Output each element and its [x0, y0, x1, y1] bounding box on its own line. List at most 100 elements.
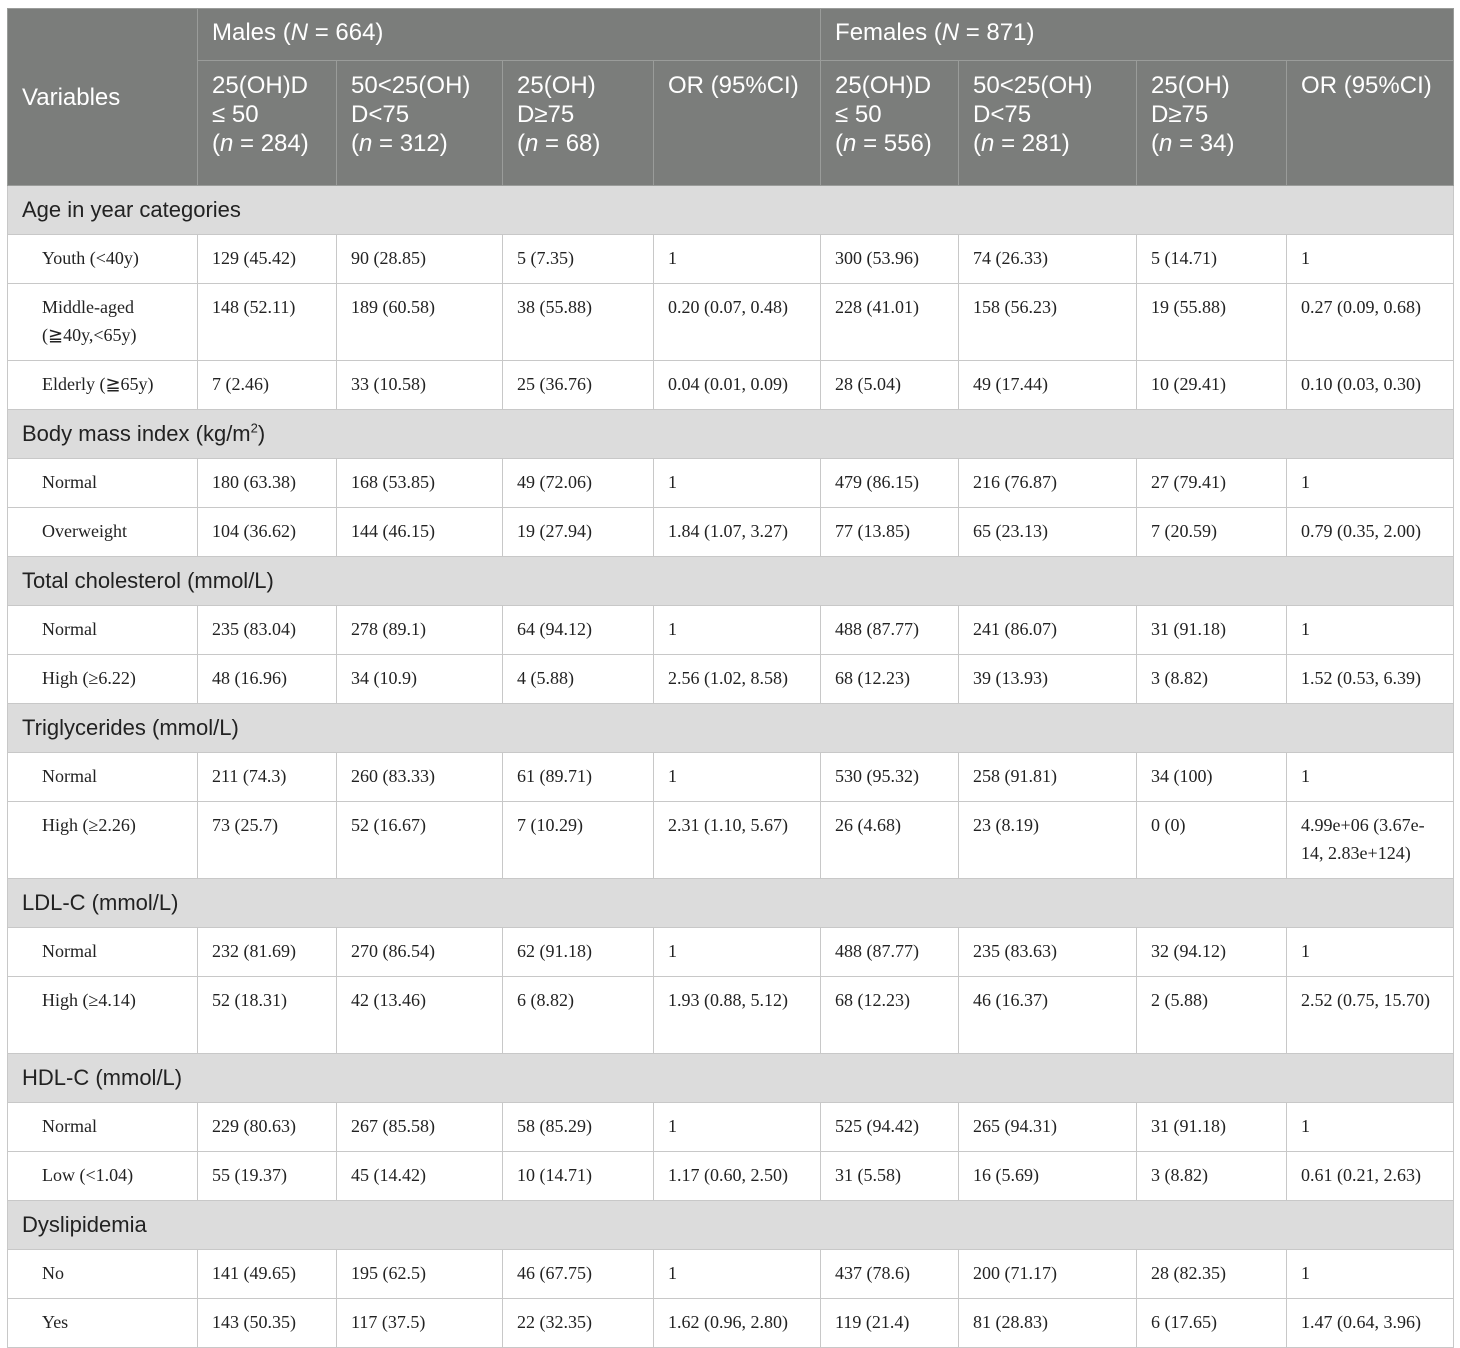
table-cell: 0.10 (0.03, 0.30): [1286, 360, 1455, 410]
table-cell: 189 (60.58): [336, 283, 503, 361]
table-cell: 241 (86.07): [958, 605, 1138, 655]
table-cell: 55 (19.37): [197, 1151, 337, 1201]
group-title: Triglycerides (mmol/L): [6, 703, 1455, 753]
group-title: Age in year categories: [6, 185, 1455, 235]
table-cell: 0 (0): [1136, 801, 1288, 879]
table-cell: 0.27 (0.09, 0.68): [1286, 283, 1455, 361]
group-title: Total cholesterol (mmol/L): [6, 556, 1455, 606]
table-cell: 148 (52.11): [197, 283, 337, 361]
table-cell: 6 (17.65): [1136, 1298, 1288, 1348]
group-row: LDL-C (mmol/L): [6, 878, 1455, 928]
table-cell: 1: [652, 752, 822, 802]
group-row: Dyslipidemia: [6, 1200, 1455, 1250]
table-cell: 19 (55.88): [1136, 283, 1288, 361]
table-cell: 2 (5.88): [1136, 976, 1288, 1054]
table-cell: 200 (71.17): [958, 1249, 1138, 1299]
table-cell: 488 (87.77): [820, 927, 960, 977]
row-label: Normal: [7, 605, 198, 655]
table-cell: 235 (83.04): [197, 605, 337, 655]
group-title: Body mass index (kg/m2): [6, 409, 1455, 459]
table-row: Youth (<40y) 129 (45.42) 90 (28.85) 5 (7.35…: [7, 234, 1455, 284]
table-row: Elderly (≧65y) 7 (2.46) 33 (10.58) 25 (36.7…: [7, 360, 1455, 410]
table-cell: 530 (95.32): [820, 752, 960, 802]
table-cell: 143 (50.35): [197, 1298, 337, 1348]
table-cell: 211 (74.3): [197, 752, 337, 802]
group-title: Dyslipidemia: [6, 1200, 1455, 1250]
group-title: HDL-C (mmol/L): [6, 1053, 1455, 1103]
table-cell: 7 (20.59): [1136, 507, 1288, 557]
table-cell: 141 (49.65): [197, 1249, 337, 1299]
males-header: Males (N = 664): [196, 8, 822, 61]
table-cell: 5 (7.35): [502, 234, 654, 284]
table-header: Variables Males (N = 664) Females (N = 8…: [7, 8, 1455, 186]
table-cell: 437 (78.6): [820, 1249, 960, 1299]
table-cell: 0.20 (0.07, 0.48): [652, 283, 822, 361]
table-cell: 1: [1286, 752, 1455, 802]
table-cell: 22 (32.35): [502, 1298, 654, 1348]
table-cell: 81 (28.83): [958, 1298, 1138, 1348]
table-cell: 1: [1286, 1102, 1455, 1152]
table-row: High (≥2.26) 73 (25.7) 52 (16.67) 7 (10.29)…: [7, 801, 1455, 879]
table-cell: 4.99e+06 (3.67e-14, 2.83e+124): [1286, 801, 1455, 879]
row-label: High (≥4.14): [7, 976, 198, 1054]
table-cell: 1: [652, 234, 822, 284]
table-cell: 10 (14.71): [502, 1151, 654, 1201]
table-cell: 32 (94.12): [1136, 927, 1288, 977]
subcolumn-header: 25(OH)D ≤ 50 (n = 284): [197, 60, 337, 186]
table-row: Normal 232 (81.69) 270 (86.54) 62 (91.18) 1 4…: [7, 927, 1455, 977]
table-cell: 77 (13.85): [820, 507, 960, 557]
table-row: Low (<1.04) 55 (19.37) 45 (14.42) 10 (14.71…: [7, 1151, 1455, 1201]
females-header: Females (N = 871): [820, 8, 1455, 61]
subcolumn-header: OR (95%CI): [1286, 60, 1455, 186]
table-cell: 0.79 (0.35, 2.00): [1286, 507, 1455, 557]
table-cell: 229 (80.63): [197, 1102, 337, 1152]
table-cell: 232 (81.69): [197, 927, 337, 977]
table-cell: 65 (23.13): [958, 507, 1138, 557]
table-cell: 27 (79.41): [1136, 458, 1288, 508]
table-cell: 42 (13.46): [336, 976, 503, 1054]
subcolumn-header: OR (95%CI): [652, 60, 822, 186]
table-cell: 3 (8.82): [1136, 1151, 1288, 1201]
table-cell: 270 (86.54): [336, 927, 503, 977]
table-cell: 1: [652, 458, 822, 508]
row-label: Elderly (≧65y): [7, 360, 198, 410]
table-cell: 45 (14.42): [336, 1151, 503, 1201]
table-cell: 34 (100): [1136, 752, 1288, 802]
table-cell: 25 (36.76): [502, 360, 654, 410]
table-cell: 265 (94.31): [958, 1102, 1138, 1152]
table-cell: 48 (16.96): [197, 654, 337, 704]
table-cell: 1.52 (0.53, 6.39): [1286, 654, 1455, 704]
table-cell: 195 (62.5): [336, 1249, 503, 1299]
table-cell: 129 (45.42): [197, 234, 337, 284]
table-cell: 300 (53.96): [820, 234, 960, 284]
row-label: Normal: [7, 458, 198, 508]
subcolumn-header: 25(OH)D ≤ 50 (n = 556): [820, 60, 960, 186]
group-title: LDL-C (mmol/L): [6, 878, 1455, 928]
table-cell: 260 (83.33): [336, 752, 503, 802]
table-cell: 479 (86.15): [820, 458, 960, 508]
table-cell: 2.52 (0.75, 15.70): [1286, 976, 1455, 1054]
table-cell: 119 (21.4): [820, 1298, 960, 1348]
table-cell: 46 (16.37): [958, 976, 1138, 1054]
table-cell: 31 (91.18): [1136, 605, 1288, 655]
row-label: Normal: [7, 752, 198, 802]
table-row: Middle-aged (≧40y,<65y) 148 (52.11) 189 (6…: [7, 283, 1455, 361]
table-cell: 49 (72.06): [502, 458, 654, 508]
table-cell: 278 (89.1): [336, 605, 503, 655]
row-label: Middle-aged (≧40y,<65y): [7, 283, 198, 361]
table-cell: 267 (85.58): [336, 1102, 503, 1152]
table-cell: 16 (5.69): [958, 1151, 1138, 1201]
table-cell: 19 (27.94): [502, 507, 654, 557]
group-row: HDL-C (mmol/L): [6, 1053, 1455, 1103]
table-cell: 39 (13.93): [958, 654, 1138, 704]
variables-header: Variables: [7, 8, 198, 186]
table-cell: 23 (8.19): [958, 801, 1138, 879]
table-cell: 1.93 (0.88, 5.12): [652, 976, 822, 1054]
table-cell: 216 (76.87): [958, 458, 1138, 508]
table-cell: 3 (8.82): [1136, 654, 1288, 704]
subcolumn-header: 25(OH) D≥75 (n = 34): [1136, 60, 1288, 186]
table-row: Overweight 104 (36.62) 144 (46.15) 19 (27.9…: [7, 507, 1455, 557]
table-cell: 0.04 (0.01, 0.09): [652, 360, 822, 410]
table-row: Normal 229 (80.63) 267 (85.58) 58 (85.29) 1 5…: [7, 1102, 1455, 1152]
table-row: Normal 211 (74.3) 260 (83.33) 61 (89.71) 1 53…: [7, 752, 1455, 802]
